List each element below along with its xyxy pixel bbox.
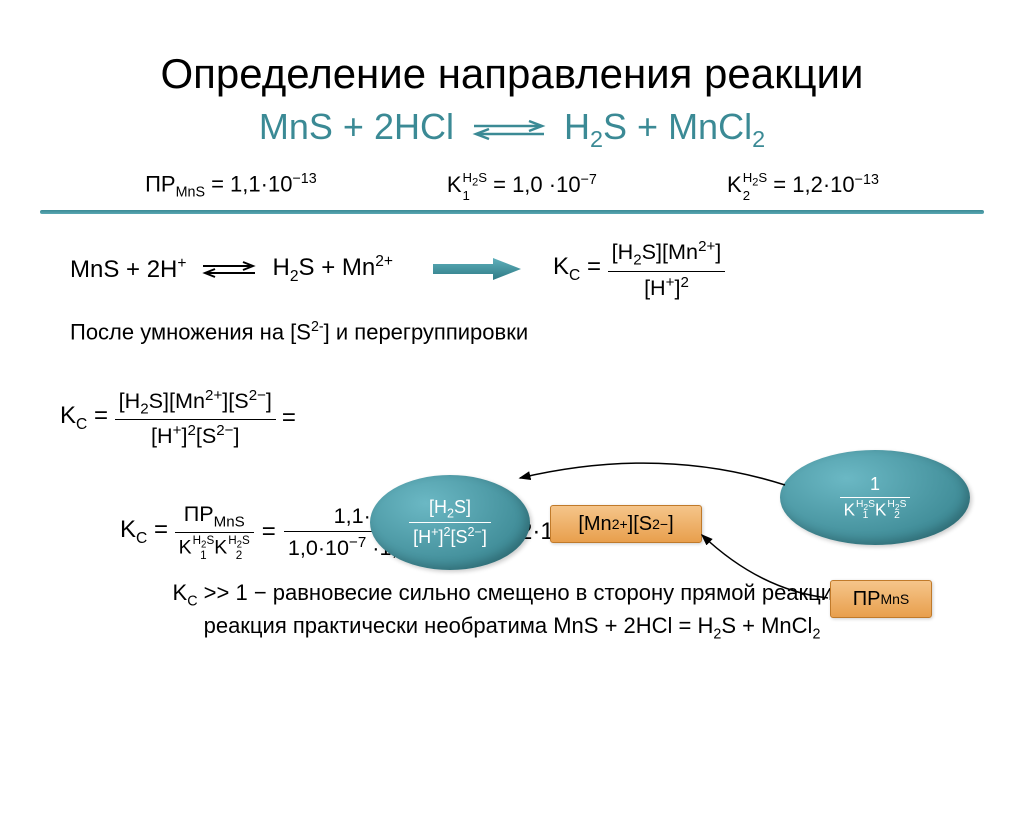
kc-label: KC = [553,253,608,285]
kc-expanded-label: KC = [60,402,115,434]
bubble-h2s-fraction: [H2S] [H+]2[S2−] [370,475,530,570]
equilibrium-arrow-small-icon [195,257,265,281]
const-pr-mns: ПРMnS = 1,1·10−13 [145,171,317,202]
conclusion-line2: реакция практически необратима MnS + 2HC… [204,613,821,638]
ionic-left: MnS + 2H+ [70,255,187,284]
kc-fraction: [H2S][Mn2+] [H+]2 [608,238,726,301]
kc-expanded-fraction: [H2S][Mn2+][S2−] [H+]2[S2−] [115,387,276,450]
kc-symbolic-fraction: ПРMnS KH2S1KH2S2 [175,501,254,562]
ionic-equation-row: MnS + 2H+ H2S + Mn2+ KC = [H2S][Mn2+] [H… [0,238,1024,301]
const-k1: KH2S1 = 1,0 ·10−7 [447,171,597,202]
bubble-inverse-k1k2: 1 KH2S1KH2S2 [780,450,970,545]
constants-row: ПРMnS = 1,1·10−13 KH2S1 = 1,0 ·10−7 KH2S… [0,171,1024,202]
multiplication-note: После умножения на [S2-] и перегруппиров… [0,319,1024,345]
box-pr-mns: ПРMnS [830,580,932,618]
main-equation: MnS + 2HCl H2S + MnCl2 [0,106,1024,153]
divider-line [40,210,984,214]
equilibrium-arrow-icon [464,115,554,143]
slide-title: Определение направления реакции [0,50,1024,98]
const-k2: KH2S2 = 1,2·10−13 [727,171,879,202]
box-mn-s-product: [Mn2+][S2−] [550,505,702,543]
equals-2: = [262,518,276,546]
equals-1: = [282,404,296,432]
main-eq-left: MnS + 2HCl [259,106,454,147]
kc-calc-label: KC = [120,516,175,548]
implies-arrow-icon [433,256,523,282]
conclusion-line1: KC >> 1 − равновесие сильно смещено в ст… [173,580,852,605]
ionic-right: H2S + Mn2+ [273,253,394,286]
main-eq-right: H2S + MnCl2 [564,106,765,147]
